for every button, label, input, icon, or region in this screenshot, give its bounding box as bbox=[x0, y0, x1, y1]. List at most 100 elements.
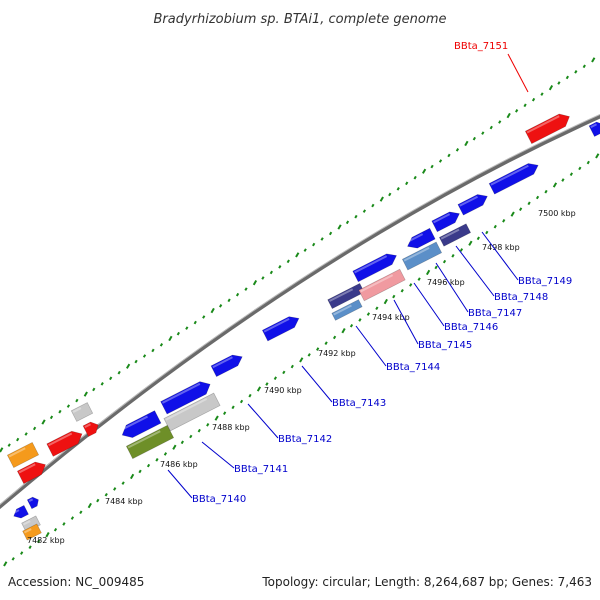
gene-label-BBta_7145[interactable]: BBta_7145 bbox=[418, 340, 472, 351]
inner-dot bbox=[476, 236, 480, 241]
outer-dot bbox=[83, 391, 88, 397]
gene-BBta_7142[interactable] bbox=[163, 392, 221, 432]
tick-label: 7500 kbp bbox=[538, 209, 576, 218]
gene-BBta_7147[interactable] bbox=[438, 223, 472, 247]
gene-red[interactable] bbox=[46, 428, 85, 457]
gene-features bbox=[6, 110, 600, 541]
gene-forward[interactable] bbox=[431, 208, 462, 233]
label-leader bbox=[301, 365, 333, 403]
outer-dot bbox=[269, 270, 273, 275]
gene-label-BBta_7148[interactable]: BBta_7148 bbox=[494, 292, 548, 303]
outer-dot bbox=[523, 103, 527, 108]
gene-label-BBta_7149[interactable]: BBta_7149 bbox=[518, 276, 572, 287]
outer-dot bbox=[574, 70, 578, 74]
gene-label-BBta_7151[interactable]: BBta_7151 bbox=[454, 41, 508, 52]
gene-forward[interactable] bbox=[488, 160, 541, 195]
gene-pseudo[interactable] bbox=[70, 402, 94, 422]
inner-dot bbox=[79, 510, 83, 515]
inner-dot bbox=[586, 160, 590, 165]
gene-label-BBta_7143[interactable]: BBta_7143 bbox=[332, 398, 386, 409]
inner-dot bbox=[316, 347, 320, 351]
outer-dot bbox=[159, 343, 164, 347]
outer-dot bbox=[24, 432, 28, 436]
gene-label-BBta_7142[interactable]: BBta_7142 bbox=[278, 434, 332, 445]
gene-BBta_7141[interactable] bbox=[125, 424, 175, 460]
gene-BBta_7146[interactable] bbox=[401, 241, 443, 271]
inner-dot bbox=[434, 265, 438, 270]
tick-label: 7496 kbp bbox=[427, 278, 465, 287]
outer-dot bbox=[0, 447, 4, 453]
outer-dot bbox=[565, 75, 569, 80]
label-leader bbox=[167, 469, 193, 499]
inner-dot bbox=[138, 469, 142, 474]
inner-dot bbox=[341, 328, 346, 334]
gene-rna[interactable] bbox=[6, 442, 40, 468]
outer-dot bbox=[515, 109, 519, 113]
tick-label: 7494 kbp bbox=[372, 313, 410, 322]
inner-dot bbox=[231, 405, 235, 410]
outer-dot bbox=[337, 224, 342, 230]
inner-dot bbox=[53, 527, 58, 532]
outer-dot bbox=[210, 307, 215, 314]
gene-label-BBta_7141[interactable]: BBta_7141 bbox=[234, 464, 288, 475]
gene-BBta_7145[interactable] bbox=[358, 268, 406, 302]
outer-dot bbox=[176, 331, 180, 336]
gene-forward[interactable] bbox=[352, 250, 399, 283]
tick-label: 7490 kbp bbox=[264, 386, 302, 395]
outer-dot bbox=[261, 276, 265, 280]
inner-dot bbox=[45, 532, 50, 538]
inner-dot bbox=[324, 341, 328, 346]
label-leader bbox=[507, 53, 529, 93]
outer-dot bbox=[582, 64, 586, 69]
tick-label: 7488 kbp bbox=[212, 423, 250, 432]
inner-dot bbox=[417, 277, 421, 281]
gene-forward[interactable] bbox=[210, 351, 245, 378]
inner-dot bbox=[3, 561, 8, 567]
gene-label-BBta_7144[interactable]: BBta_7144 bbox=[386, 362, 440, 373]
gene-label-BBta_7146[interactable]: BBta_7146 bbox=[444, 322, 498, 333]
gene-label-BBta_7140[interactable]: BBta_7140 bbox=[192, 494, 246, 505]
gene-labels: BBta_7140 BBta_7141 BBta_7142 BBta_7143 BBta… bbox=[167, 41, 572, 505]
tick-label: 7498 kbp bbox=[482, 243, 520, 252]
outer-dot bbox=[388, 192, 392, 197]
inner-dot bbox=[189, 434, 193, 439]
outer-dot bbox=[125, 363, 131, 369]
outer-dot bbox=[354, 214, 358, 219]
gene-BBta_7144-sub[interactable] bbox=[331, 299, 363, 321]
gene-label-BBta_7147[interactable]: BBta_7147 bbox=[468, 308, 522, 319]
outer-dot bbox=[109, 376, 113, 381]
inner-dot bbox=[425, 269, 431, 276]
gene-reverse[interactable] bbox=[11, 504, 29, 520]
gene-BBta_7151[interactable] bbox=[524, 110, 572, 145]
inner-dot bbox=[527, 201, 531, 206]
outer-dot bbox=[506, 112, 511, 119]
label-leader bbox=[481, 231, 519, 281]
gene-forward[interactable] bbox=[588, 119, 600, 137]
inner-dot bbox=[172, 444, 177, 450]
gene-red[interactable] bbox=[82, 419, 101, 437]
inner-dot bbox=[20, 551, 24, 555]
gene-pseudo[interactable] bbox=[21, 515, 41, 533]
inner-dot bbox=[121, 481, 125, 485]
inner-dot bbox=[104, 492, 108, 497]
gene-forward[interactable] bbox=[160, 378, 214, 415]
inner-dot bbox=[87, 502, 92, 509]
gene-red[interactable] bbox=[16, 458, 48, 484]
inner-dot bbox=[459, 248, 464, 252]
inner-dot bbox=[578, 166, 582, 171]
outer-dotted-ring bbox=[0, 57, 596, 453]
gene-forward[interactable] bbox=[26, 495, 40, 510]
label-leader bbox=[201, 441, 235, 469]
gene-reverse[interactable] bbox=[119, 410, 162, 442]
outer-dot bbox=[312, 242, 316, 247]
gene-rna[interactable] bbox=[22, 523, 42, 541]
outer-dot bbox=[396, 187, 400, 191]
gene-forward[interactable] bbox=[261, 313, 301, 342]
outer-dot bbox=[379, 196, 384, 202]
inner-dot bbox=[206, 423, 210, 427]
gene-reverse[interactable] bbox=[405, 227, 436, 251]
inner-dot bbox=[409, 283, 413, 287]
gene-forward[interactable] bbox=[457, 191, 490, 216]
outer-dot bbox=[362, 209, 367, 213]
outer-dot bbox=[557, 81, 561, 85]
